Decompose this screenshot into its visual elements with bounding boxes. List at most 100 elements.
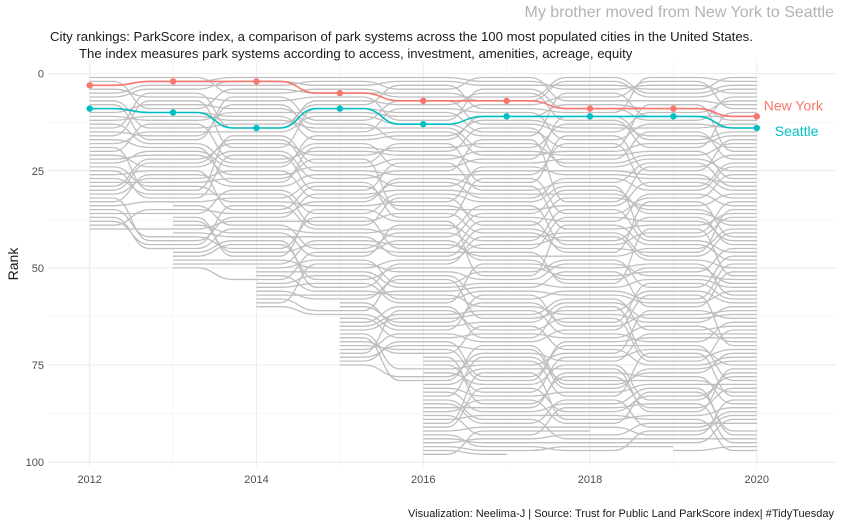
- city-rank-line: [256, 275, 757, 323]
- city-rank-line: [423, 368, 757, 413]
- series-label: Seattle: [775, 123, 819, 139]
- series-point: [253, 124, 260, 132]
- x-tick-label: 2016: [411, 474, 435, 486]
- x-tick-label: 2014: [244, 474, 268, 486]
- city-rank-line: [89, 76, 757, 98]
- city-rank-line: [423, 356, 757, 397]
- city-rank-line: [423, 364, 757, 401]
- city-rank-line: [339, 306, 757, 358]
- highlighted-series: New York Seattle: [86, 78, 824, 139]
- y-axis-label: Rank: [5, 247, 21, 281]
- series-point: [253, 78, 260, 85]
- series-point: [86, 82, 93, 89]
- city-rank-line: [173, 208, 757, 257]
- city-rank-line: [339, 337, 757, 386]
- city-rank-line: [423, 422, 757, 444]
- series-point: [586, 113, 594, 120]
- city-rank-line: [256, 278, 757, 320]
- chart-caption: Visualization: Neelima-J | Source: Trust…: [408, 508, 834, 520]
- series-point: [503, 97, 510, 105]
- city-rank-line: [89, 100, 757, 152]
- series-point: [586, 105, 594, 112]
- y-tick-label: 0: [38, 69, 44, 81]
- city-rank-line: [89, 189, 757, 242]
- city-rank-line: [256, 263, 757, 304]
- city-rank-line: [89, 76, 757, 129]
- x-tick-label: 2012: [77, 474, 101, 486]
- city-rank-line: [339, 294, 757, 351]
- series-point: [753, 113, 760, 120]
- chart-subtitle: City rankings: ParkScore index, a compar…: [50, 28, 753, 62]
- series-point: [420, 97, 427, 105]
- chart-title: My brother moved from New York to Seattl…: [524, 4, 834, 21]
- city-rank-line: [89, 107, 757, 141]
- city-rank-line: [89, 158, 757, 211]
- city-rank-line: [89, 185, 757, 238]
- city-rank-line: [173, 243, 757, 281]
- city-rank-line: [423, 372, 757, 409]
- series-point: [336, 105, 344, 112]
- city-rank-line: [339, 344, 757, 389]
- background-city-lines: [89, 76, 757, 455]
- city-rank-line: [89, 142, 757, 187]
- city-rank-line: [423, 418, 757, 444]
- city-rank-line: [89, 76, 757, 106]
- city-rank-line: [256, 271, 757, 308]
- city-rank-line: [423, 356, 757, 409]
- subtitle-line-2: The index measures park systems accordin…: [79, 46, 633, 61]
- city-rank-line: [89, 127, 757, 184]
- city-rank-line: [89, 201, 757, 253]
- city-rank-line: [173, 216, 757, 257]
- y-tick-label: 100: [26, 457, 44, 469]
- city-rank-line: [339, 309, 757, 362]
- series-point: [420, 120, 427, 128]
- city-rank-line: [173, 236, 757, 269]
- y-tick-label: 50: [32, 263, 44, 275]
- series-point: [169, 78, 177, 85]
- city-rank-line: [423, 352, 757, 397]
- series-point: [670, 113, 677, 120]
- city-rank-line: [89, 177, 757, 230]
- series-point: [670, 105, 677, 112]
- city-rank-line: [89, 80, 757, 121]
- city-rank-line: [339, 309, 757, 370]
- city-rank-line: [89, 177, 757, 226]
- y-tick-label: 25: [32, 166, 44, 178]
- city-rank-line: [339, 341, 757, 382]
- city-rank-line: [339, 333, 757, 378]
- series-label: New York: [764, 97, 824, 113]
- series-point: [503, 113, 510, 120]
- city-rank-line: [256, 275, 757, 304]
- city-rank-line: [89, 170, 757, 222]
- city-rank-line: [89, 174, 757, 219]
- city-rank-line: [173, 220, 757, 285]
- city-rank-line: [89, 76, 757, 98]
- city-rank-line: [423, 445, 757, 455]
- city-rank-line: [256, 294, 757, 331]
- axis-labels: 0 25 50 75 100 2012 2014 2016 2018 2020 Rank: [5, 69, 769, 486]
- series-point: [753, 124, 760, 132]
- x-tick-label: 2018: [578, 474, 602, 486]
- city-rank-line: [89, 123, 757, 164]
- city-rank-line: [173, 240, 757, 285]
- city-rank-line: [89, 88, 757, 121]
- y-tick-label: 75: [32, 360, 44, 372]
- city-rank-line: [89, 104, 757, 141]
- city-rank-line: [423, 391, 757, 432]
- city-rank-line: [89, 150, 757, 180]
- city-rank-line: [256, 263, 757, 304]
- city-rank-line: [423, 348, 757, 393]
- city-rank-line: [173, 205, 757, 250]
- subtitle-line-1: City rankings: ParkScore index, a compar…: [50, 29, 753, 44]
- series-point: [86, 105, 93, 112]
- city-rank-line: [89, 166, 757, 199]
- city-rank-line: [89, 135, 757, 191]
- city-rank-line: [423, 445, 674, 452]
- city-rank-line: [89, 115, 757, 168]
- series-point: [169, 109, 177, 116]
- city-rank-line: [339, 282, 757, 323]
- city-rank-line: [339, 298, 757, 331]
- city-rank-line: [89, 154, 757, 199]
